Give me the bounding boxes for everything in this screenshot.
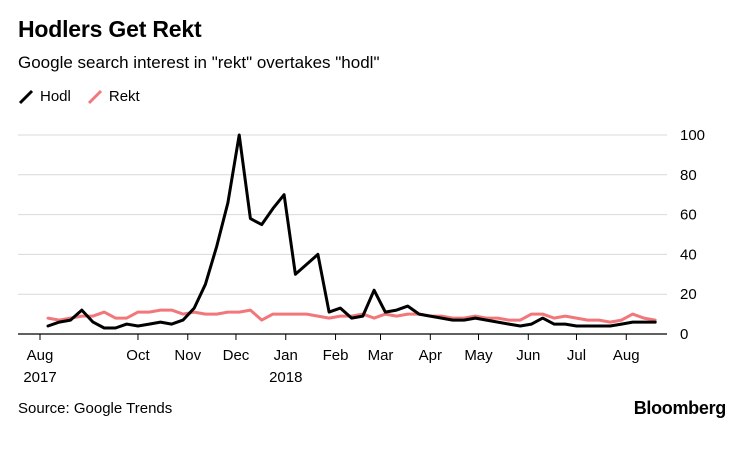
x-tick-label: Jul: [567, 347, 586, 364]
legend-label-rekt: Rekt: [108, 88, 140, 105]
legend-swatch-rekt: [87, 89, 103, 105]
x-tick-label: Aug: [613, 347, 640, 364]
y-tick-label: 20: [680, 286, 697, 303]
x-tick-label: Dec: [223, 347, 250, 364]
brand-logo: Bloomberg: [633, 398, 727, 418]
chart-subtitle: Google search interest in "rekt" overtak…: [18, 53, 380, 72]
x-tick-label: Oct: [126, 347, 150, 364]
gridlines: [18, 134, 667, 335]
legend: Hodl Rekt: [18, 88, 156, 105]
x-tick-label: Feb: [323, 347, 349, 364]
legend-swatch-hodl: [18, 89, 34, 105]
y-tick-label: 40: [680, 246, 697, 263]
x-axis-ticks: Aug 2017 Oct Nov Dec Jan 2018 Feb Mar Apr May Jun Ju…: [23, 334, 640, 386]
legend-item-rekt: Rekt: [87, 88, 140, 105]
y-tick-label: 60: [680, 207, 697, 224]
x-tick-label: Jan: [274, 347, 298, 364]
source-note: Source: Google Trends: [18, 400, 173, 417]
y-tick-label: 0: [680, 326, 688, 343]
series-line-hodl: [46, 133, 657, 330]
legend-item-hodl: Hodl: [18, 88, 71, 105]
x-tick-label: Jun: [516, 347, 540, 364]
y-axis-ticks: 0 20 40 60 80 100: [680, 127, 705, 343]
x-tick-label: Aug: [27, 347, 54, 364]
x-tick-label: Apr: [419, 347, 442, 364]
x-tick-year-label: 2017: [23, 369, 56, 386]
y-tick-label: 80: [680, 167, 697, 184]
series-lines: [46, 133, 657, 330]
legend-label-hodl: Hodl: [40, 88, 71, 105]
x-tick-year-label: 2018: [269, 369, 302, 386]
x-tick-label: Nov: [174, 347, 201, 364]
x-tick-label: May: [464, 347, 493, 364]
chart-title: Hodlers Get Rekt: [18, 16, 202, 42]
x-tick-label: Mar: [368, 347, 394, 364]
y-tick-label: 100: [680, 127, 705, 144]
